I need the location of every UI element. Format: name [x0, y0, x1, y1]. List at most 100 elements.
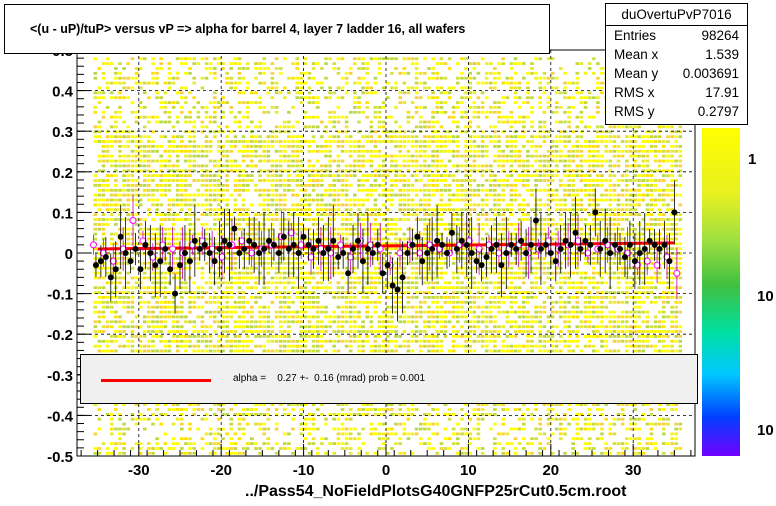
density-cell	[245, 325, 250, 329]
density-cell	[373, 213, 378, 216]
density-cell	[163, 349, 168, 353]
density-cell	[468, 145, 472, 148]
density-cell	[105, 281, 110, 285]
density-cell	[307, 413, 312, 416]
density-cell	[324, 125, 328, 129]
density-cell	[254, 408, 258, 411]
density-cell	[348, 110, 353, 114]
density-cell	[254, 188, 258, 192]
density-cell	[142, 193, 147, 197]
density-cell	[142, 57, 147, 61]
density-cell	[291, 408, 295, 411]
density-cell	[361, 213, 365, 216]
density-cell	[155, 149, 159, 153]
density-cell	[353, 159, 357, 163]
density-cell	[151, 174, 155, 177]
density-cell	[196, 232, 201, 236]
density-cell	[316, 203, 320, 207]
density-cell	[118, 325, 122, 329]
density-cell	[386, 427, 390, 431]
density-cell	[443, 179, 448, 182]
density-cell	[390, 188, 394, 192]
density-cell	[480, 252, 485, 255]
density-cell	[299, 432, 304, 436]
density-cell	[163, 261, 168, 265]
density-cell	[476, 184, 481, 187]
density-cell	[138, 86, 143, 90]
density-cell	[208, 174, 213, 177]
density-cell	[122, 218, 126, 221]
density-cell	[423, 422, 427, 426]
density-cell	[287, 276, 291, 280]
density-cell	[134, 213, 139, 216]
density-cell	[303, 447, 308, 450]
density-cell	[472, 76, 477, 80]
density-cell	[130, 86, 135, 90]
density-cell	[348, 291, 353, 294]
density-cell	[245, 349, 250, 353]
density-cell	[221, 344, 225, 348]
density-cell	[147, 291, 151, 294]
density-cell	[163, 291, 168, 294]
density-cell	[390, 427, 394, 431]
density-cell	[316, 252, 320, 255]
density-cell	[480, 447, 485, 450]
density-cell	[196, 305, 201, 309]
density-cell	[303, 169, 308, 173]
density-cell	[307, 218, 312, 221]
density-cell	[254, 447, 258, 450]
density-cell	[394, 330, 398, 333]
density-cell	[200, 437, 205, 441]
density-cell	[237, 125, 242, 129]
density-cell	[159, 174, 163, 177]
density-cell	[151, 330, 155, 333]
density-cell	[394, 164, 398, 168]
density-cell	[208, 227, 213, 231]
density-cell	[270, 325, 275, 329]
density-cell	[278, 271, 283, 275]
density-cell	[369, 188, 374, 192]
density-cell	[245, 281, 250, 285]
density-cell	[414, 281, 419, 285]
density-cell	[464, 252, 468, 255]
density-cell	[204, 227, 209, 231]
density-cell	[377, 154, 382, 158]
density-cell	[410, 413, 415, 416]
density-cell	[431, 281, 435, 285]
density-cell	[134, 115, 139, 119]
density-cell	[423, 149, 427, 153]
density-cell	[237, 120, 242, 124]
density-cell	[142, 315, 147, 319]
density-cell	[184, 115, 188, 119]
density-cell	[406, 120, 411, 124]
density-cell	[130, 349, 135, 353]
density-cell	[180, 193, 184, 197]
density-cell	[221, 188, 225, 192]
density-cell	[439, 320, 444, 324]
density-cell	[390, 140, 394, 143]
density-cell	[97, 193, 102, 197]
density-cell	[278, 218, 283, 221]
density-cell	[225, 76, 229, 80]
density-cell	[287, 159, 291, 163]
density-cell	[336, 57, 341, 61]
density-cell	[147, 242, 151, 246]
density-cell	[299, 179, 304, 182]
density-cell	[291, 203, 295, 207]
density-cell	[122, 232, 126, 236]
density-cell	[431, 325, 435, 329]
density-cell	[480, 344, 485, 348]
density-cell	[373, 188, 378, 192]
density-cell	[377, 296, 382, 299]
density-cell	[464, 427, 468, 431]
density-cell	[97, 184, 102, 187]
density-cell	[303, 252, 308, 255]
density-cell	[151, 325, 155, 329]
density-cell	[147, 179, 151, 182]
density-cell	[229, 218, 233, 221]
density-cell	[134, 276, 139, 280]
density-cell	[147, 232, 151, 236]
density-cell	[431, 271, 435, 275]
density-cell	[464, 261, 468, 265]
density-cell	[241, 257, 246, 260]
